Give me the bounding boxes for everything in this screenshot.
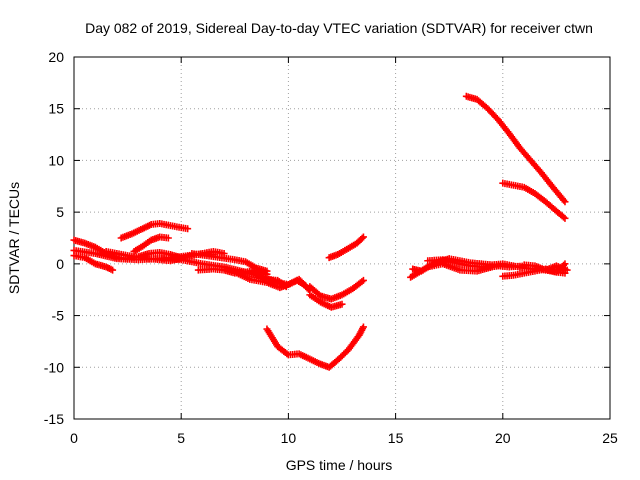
x-tick-label: 20 <box>495 430 511 446</box>
y-tick-label: 10 <box>48 152 64 168</box>
data-marks <box>70 92 571 371</box>
series-arc-15 <box>325 233 367 262</box>
x-axis-label: GPS time / hours <box>286 457 393 473</box>
series-arc-14 <box>263 323 367 371</box>
y-tick-label: 20 <box>48 49 64 65</box>
data-point <box>338 300 346 308</box>
y-tick-label: 0 <box>56 256 64 272</box>
series-arc-22 <box>462 92 569 206</box>
data-point <box>561 260 569 268</box>
data-point <box>561 214 569 222</box>
data-point <box>184 225 192 233</box>
y-tick-label: -15 <box>44 411 64 427</box>
data-point <box>359 276 367 284</box>
data-point <box>561 269 569 277</box>
data-point <box>359 233 367 241</box>
y-tick-label: 5 <box>56 204 64 220</box>
data-point <box>560 213 568 221</box>
x-tick-label: 25 <box>602 430 618 446</box>
grid-lines <box>74 57 610 419</box>
series-arc-12 <box>306 276 367 303</box>
series-arc-6 <box>130 233 172 255</box>
data-point <box>358 234 366 242</box>
data-point <box>164 234 172 242</box>
series-arc-11 <box>252 270 290 291</box>
data-point <box>560 261 568 269</box>
data-point <box>359 323 367 331</box>
data-point <box>109 266 117 274</box>
y-tick-label: 15 <box>48 101 64 117</box>
chart-title: Day 082 of 2019, Sidereal Day-to-day VTE… <box>85 20 593 36</box>
data-point <box>561 198 569 206</box>
data-point <box>282 283 290 291</box>
series-arc-21 <box>520 260 569 276</box>
series-arc-23 <box>499 179 569 222</box>
series-arc-5 <box>117 220 192 242</box>
data-point <box>358 278 366 286</box>
y-axis-label: SDTVAR / TECUs <box>6 182 22 294</box>
series-arc-13 <box>306 291 346 311</box>
series-arc-7 <box>188 250 271 275</box>
axis-ticks <box>73 56 611 420</box>
y-tick-label: -5 <box>52 308 65 324</box>
x-tick-label: 15 <box>388 430 404 446</box>
tick-labels: 0 5 10 15 20 25 -15 -10 -5 0 5 10 15 20 <box>44 49 618 446</box>
y-tick-label: -10 <box>44 359 64 375</box>
x-tick-label: 0 <box>70 430 78 446</box>
x-tick-label: 5 <box>177 430 185 446</box>
x-tick-label: 10 <box>281 430 297 446</box>
